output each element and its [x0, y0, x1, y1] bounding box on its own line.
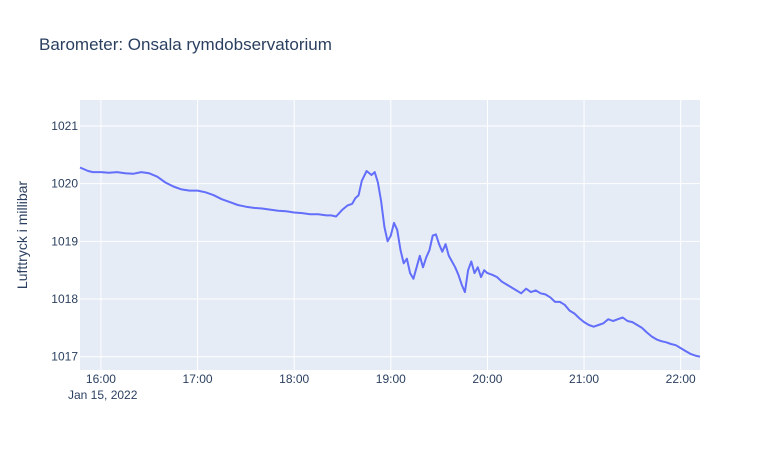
x-tick-label: 17:00 [183, 372, 213, 386]
x-axis-date-label: Jan 15, 2022 [68, 388, 138, 402]
x-tick-label: 21:00 [569, 372, 599, 386]
x-gridlines [100, 100, 682, 370]
x-axis-ticks: 16:00 17:00 18:00 19:00 20:00 21:00 22:00 [86, 372, 696, 386]
y-tick-label: 1017 [51, 350, 78, 364]
y-axis-ticks: 1017 1018 1019 1020 1021 [51, 119, 78, 364]
x-tick-label: 16:00 [86, 372, 116, 386]
y-tick-label: 1019 [51, 234, 78, 248]
chart-title: Barometer: Onsala rymdobservatorium [39, 35, 332, 54]
x-tick-label: 20:00 [472, 372, 502, 386]
y-tick-label: 1020 [51, 177, 78, 191]
y-axis-title: Lufttryck i millibar [14, 181, 30, 289]
x-tick-label: 18:00 [279, 372, 309, 386]
pressure-line [79, 166, 701, 358]
y-tick-label: 1018 [51, 292, 78, 306]
y-gridlines [80, 125, 700, 358]
x-tick-label: 19:00 [376, 372, 406, 386]
y-tick-label: 1021 [51, 119, 78, 133]
x-tick-label: 22:00 [666, 372, 696, 386]
